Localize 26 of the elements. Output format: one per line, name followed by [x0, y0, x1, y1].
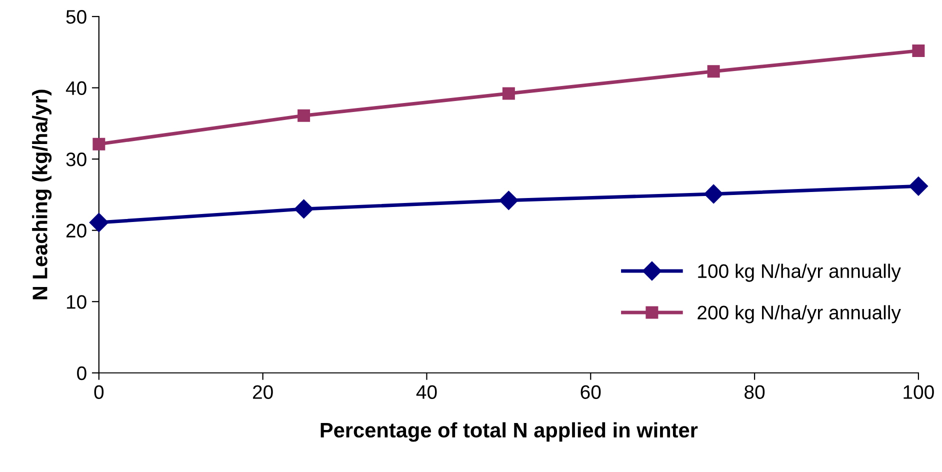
y-tick-label: 10	[66, 295, 86, 309]
x-tick-label: 0	[94, 385, 104, 399]
x-tick-label: 60	[580, 385, 601, 399]
y-axis-title: N Leaching (kg/ha/yr)	[32, 90, 52, 300]
point	[298, 109, 310, 122]
x-tick-label: 20	[252, 385, 273, 399]
point	[92, 138, 106, 150]
point	[502, 87, 515, 100]
point	[704, 184, 724, 204]
x-tick-label: 40	[416, 385, 437, 399]
x-tick-label: 100	[904, 385, 934, 399]
point	[294, 199, 314, 218]
y-tick-label: 20	[66, 224, 86, 238]
point	[499, 190, 518, 210]
y-tick-label: 40	[66, 81, 86, 96]
point	[707, 65, 720, 78]
y-tick-label: 50	[66, 10, 86, 24]
point	[912, 44, 925, 57]
point	[908, 176, 928, 196]
x-tick-label: 80	[744, 385, 765, 399]
x-axis-title: Percentage of total N applied in winter	[320, 422, 698, 442]
y-tick-label: 30	[66, 152, 86, 166]
legend-label: 100 kg N/ha/yr annually	[698, 264, 901, 282]
legend-label: 200 kg N/ha/yr annually	[698, 305, 901, 324]
y-tick-label: 0	[77, 366, 86, 380]
point	[89, 212, 108, 232]
